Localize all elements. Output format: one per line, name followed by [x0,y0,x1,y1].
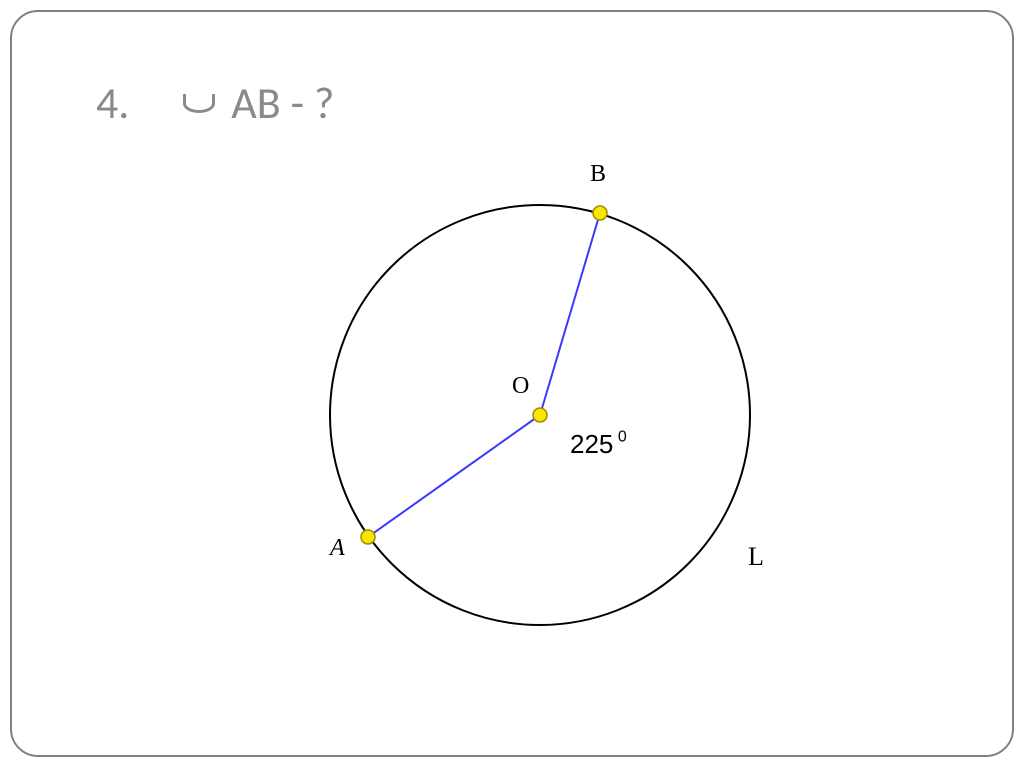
label-O: O [512,373,529,399]
radius-OA [368,415,540,537]
label-L: L [748,542,764,571]
point-A-dot [361,530,375,544]
question-number: 4. [96,76,129,130]
label-angle: 225 0 [570,428,627,459]
arc-icon [183,94,215,113]
point-O-dot [533,408,547,422]
radius-OB [540,213,600,415]
label-A: A [328,535,345,561]
question-text: АВ - ? [231,76,334,130]
label-B: В [590,161,606,187]
point-B-dot [593,206,607,220]
question-title: 4. АВ - ? [96,76,334,130]
geometry-diagram: O A В L 225 0 [260,135,820,695]
